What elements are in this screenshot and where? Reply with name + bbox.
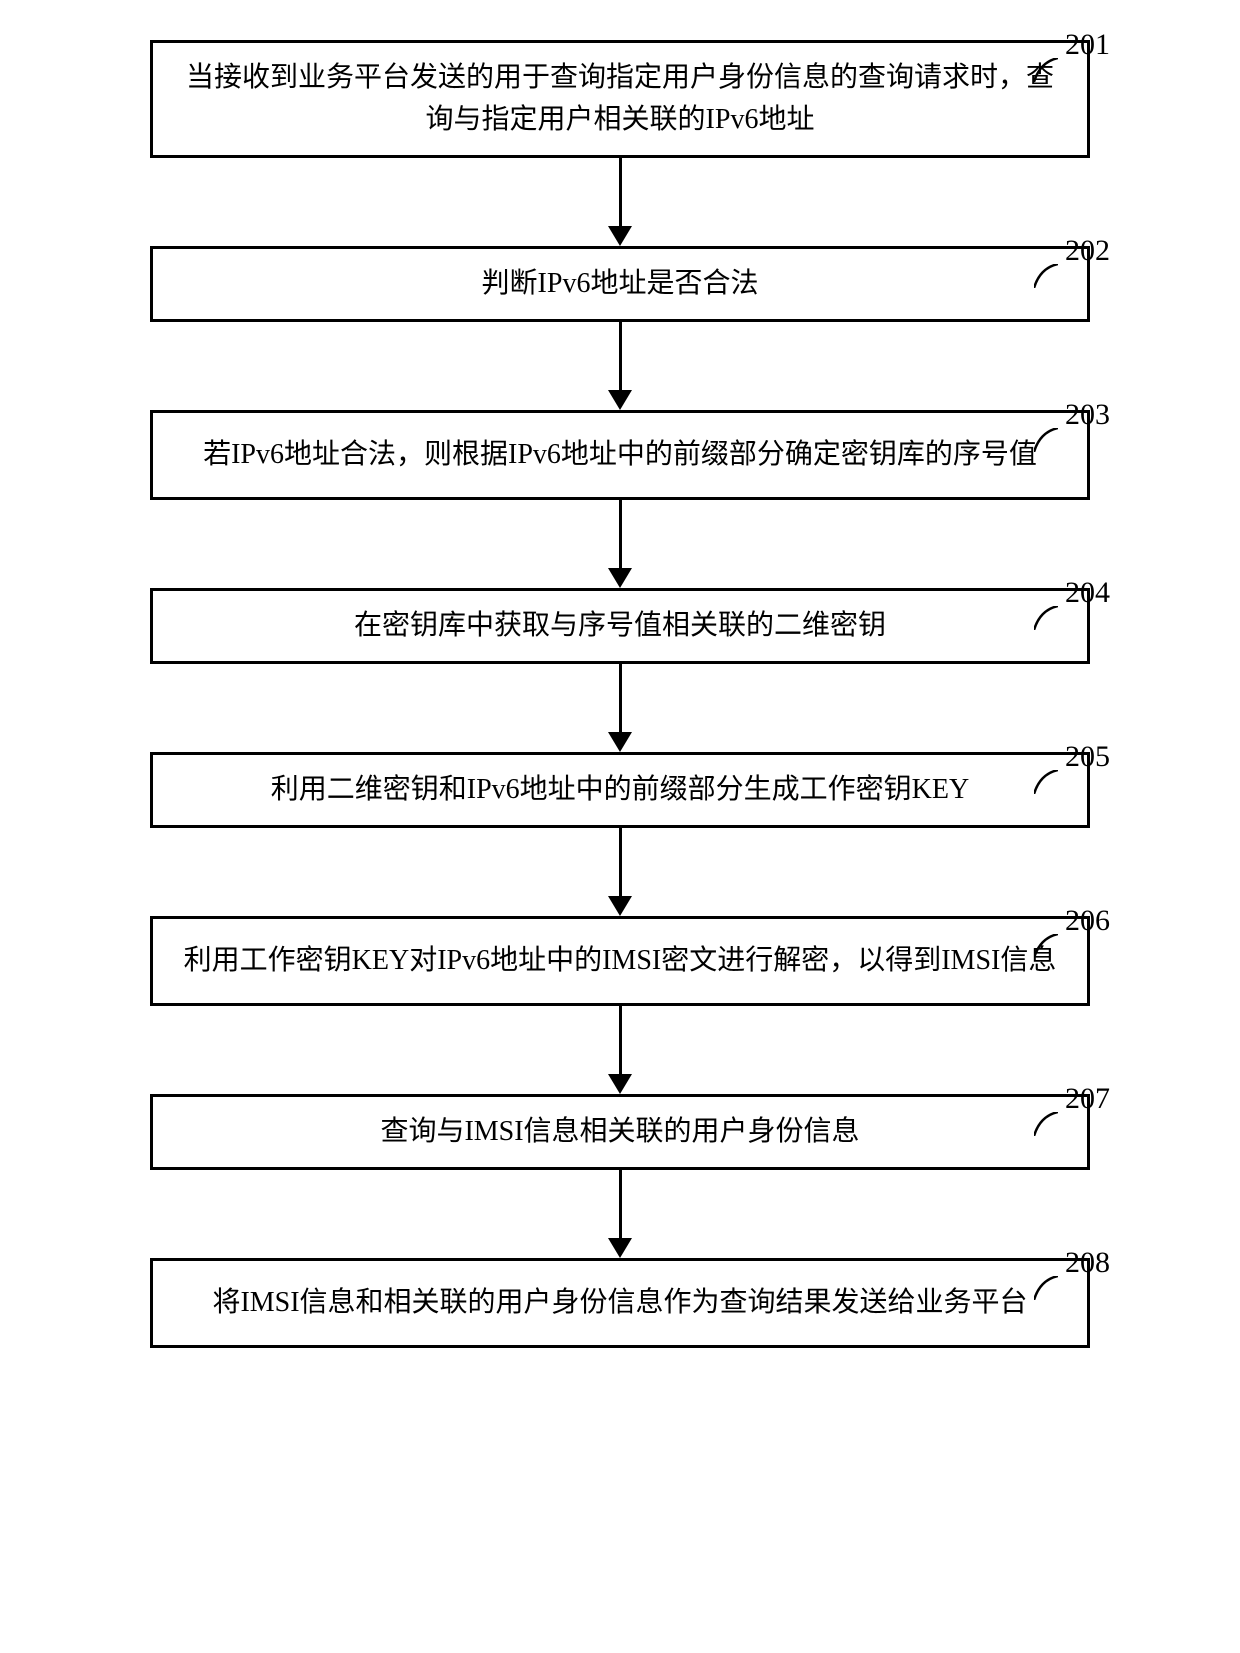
arrow-207-208 (608, 1170, 632, 1258)
step-row-208: 将IMSI信息和相关联的用户身份信息作为查询结果发送给业务平台 208 (60, 1258, 1180, 1348)
label-connector (1034, 770, 1058, 794)
label-connector (1034, 1276, 1058, 1300)
step-row-203: 若IPv6地址合法，则根据IPv6地址中的前缀部分确定密钥库的序号值 203 (60, 410, 1180, 500)
step-row-205: 利用二维密钥和IPv6地址中的前缀部分生成工作密钥KEY 205 (60, 752, 1180, 828)
arrow-201-202 (608, 158, 632, 246)
step-row-201: 当接收到业务平台发送的用于查询指定用户身份信息的查询请求时，查询与指定用户相关联… (60, 40, 1180, 158)
arrow-head-icon (608, 1238, 632, 1258)
step-label: 206 (1065, 904, 1110, 938)
arrow-203-204 (608, 500, 632, 588)
label-connector (1034, 606, 1058, 630)
step-box-203: 若IPv6地址合法，则根据IPv6地址中的前缀部分确定密钥库的序号值 (150, 410, 1090, 500)
step-text: 在密钥库中获取与序号值相关联的二维密钥 (354, 605, 886, 647)
arrow-line (619, 500, 622, 568)
arrow-line (619, 828, 622, 896)
step-box-201: 当接收到业务平台发送的用于查询指定用户身份信息的查询请求时，查询与指定用户相关联… (150, 40, 1090, 158)
label-connector (1034, 264, 1058, 288)
arrow-head-icon (608, 568, 632, 588)
step-text: 将IMSI信息和相关联的用户身份信息作为查询结果发送给业务平台 (212, 1282, 1027, 1324)
arrow-202-203 (608, 322, 632, 410)
step-text: 若IPv6地址合法，则根据IPv6地址中的前缀部分确定密钥库的序号值 (203, 434, 1037, 476)
step-text: 查询与IMSI信息相关联的用户身份信息 (380, 1111, 859, 1153)
step-box-202: 判断IPv6地址是否合法 (150, 246, 1090, 322)
arrow-line (619, 158, 622, 226)
arrow-line (619, 664, 622, 732)
arrow-line (619, 1170, 622, 1238)
arrow-head-icon (608, 226, 632, 246)
step-label: 201 (1065, 28, 1110, 62)
step-row-207: 查询与IMSI信息相关联的用户身份信息 207 (60, 1094, 1180, 1170)
step-label: 202 (1065, 234, 1110, 268)
flowchart-container: 当接收到业务平台发送的用于查询指定用户身份信息的查询请求时，查询与指定用户相关联… (60, 40, 1180, 1348)
arrow-head-icon (608, 390, 632, 410)
label-connector (1034, 1112, 1058, 1136)
arrow-head-icon (608, 732, 632, 752)
step-label: 205 (1065, 740, 1110, 774)
step-text: 利用工作密钥KEY对IPv6地址中的IMSI密文进行解密，以得到IMSI信息 (184, 940, 1057, 982)
arrow-205-206 (608, 828, 632, 916)
arrow-head-icon (608, 1074, 632, 1094)
step-box-207: 查询与IMSI信息相关联的用户身份信息 (150, 1094, 1090, 1170)
arrow-206-207 (608, 1006, 632, 1094)
arrow-204-205 (608, 664, 632, 752)
step-row-206: 利用工作密钥KEY对IPv6地址中的IMSI密文进行解密，以得到IMSI信息 2… (60, 916, 1180, 1006)
label-connector (1034, 58, 1058, 82)
step-label: 208 (1065, 1246, 1110, 1280)
arrow-head-icon (608, 896, 632, 916)
step-row-202: 判断IPv6地址是否合法 202 (60, 246, 1180, 322)
step-box-208: 将IMSI信息和相关联的用户身份信息作为查询结果发送给业务平台 (150, 1258, 1090, 1348)
arrow-line (619, 322, 622, 390)
step-text: 利用二维密钥和IPv6地址中的前缀部分生成工作密钥KEY (271, 769, 969, 811)
step-label: 207 (1065, 1082, 1110, 1116)
step-text: 当接收到业务平台发送的用于查询指定用户身份信息的查询请求时，查询与指定用户相关联… (177, 57, 1063, 141)
label-connector (1034, 934, 1058, 958)
step-label: 204 (1065, 576, 1110, 610)
step-text: 判断IPv6地址是否合法 (482, 263, 759, 305)
step-box-205: 利用二维密钥和IPv6地址中的前缀部分生成工作密钥KEY (150, 752, 1090, 828)
step-row-204: 在密钥库中获取与序号值相关联的二维密钥 204 (60, 588, 1180, 664)
step-box-204: 在密钥库中获取与序号值相关联的二维密钥 (150, 588, 1090, 664)
step-label: 203 (1065, 398, 1110, 432)
label-connector (1034, 428, 1058, 452)
arrow-line (619, 1006, 622, 1074)
step-box-206: 利用工作密钥KEY对IPv6地址中的IMSI密文进行解密，以得到IMSI信息 (150, 916, 1090, 1006)
